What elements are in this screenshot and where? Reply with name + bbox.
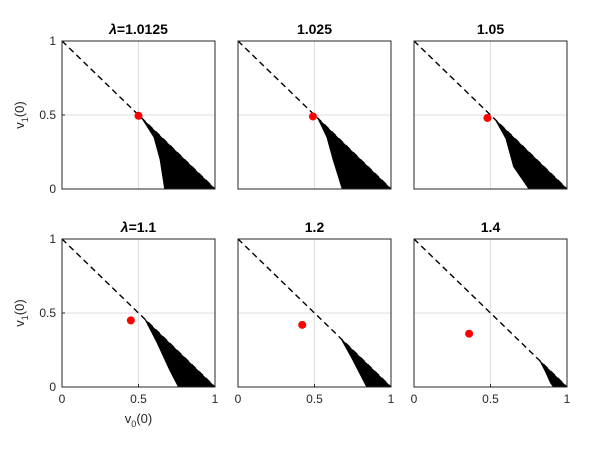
x-tick-label: 1 bbox=[564, 392, 571, 406]
dashed-line bbox=[61, 40, 216, 190]
subplot-title: λ=1.1 bbox=[120, 219, 157, 235]
x-tick-label: 0 bbox=[59, 392, 66, 406]
y-tick-label: 1 bbox=[49, 34, 56, 48]
title-value: 1.2 bbox=[305, 219, 325, 235]
title-value: =1.1 bbox=[129, 219, 157, 235]
axes-box bbox=[413, 40, 568, 190]
dashed-line bbox=[237, 238, 392, 388]
y-tick-label: 1 bbox=[49, 232, 56, 246]
x-tick-label: 0 bbox=[235, 392, 242, 406]
subplot-5: 0 0.5 1 1.2 bbox=[235, 219, 395, 406]
y-axis-label: v1(0) bbox=[12, 101, 30, 128]
red-point bbox=[308, 112, 317, 121]
y-tick-label: 0 bbox=[49, 182, 56, 196]
dashed-line bbox=[237, 40, 392, 190]
title-lambda: λ bbox=[108, 21, 117, 37]
dashed-line bbox=[61, 238, 216, 388]
x-tick-label: 0.5 bbox=[306, 392, 323, 406]
x-tick-label: 1 bbox=[388, 392, 395, 406]
title-value: 1.025 bbox=[297, 21, 332, 37]
y-tick-label: 0.5 bbox=[39, 108, 56, 122]
red-point bbox=[298, 320, 307, 329]
dashed-line bbox=[413, 40, 568, 190]
subplot-title: 1.05 bbox=[477, 21, 504, 37]
subplot-title: 1.4 bbox=[481, 219, 501, 235]
x-axis-label: v0(0) bbox=[125, 411, 152, 429]
y-tick-label: 0 bbox=[49, 380, 56, 394]
title-value: 1.05 bbox=[477, 21, 504, 37]
red-point bbox=[126, 316, 135, 325]
x-tick-label: 1 bbox=[212, 392, 219, 406]
title-lambda: λ bbox=[120, 219, 129, 235]
x-tick-label: 0.5 bbox=[482, 392, 499, 406]
subplot-title: 1.2 bbox=[305, 219, 325, 235]
red-point bbox=[134, 111, 143, 120]
subplot-title: 1.025 bbox=[297, 21, 332, 37]
subplot-3: 1.05 bbox=[413, 21, 568, 190]
x-tick-label: 0 bbox=[411, 392, 418, 406]
axes-box bbox=[237, 40, 392, 190]
subplot-1: 0 0.5 1 λ=1.0125 v1(0) bbox=[12, 21, 216, 196]
subplot-6: 0 0.5 1 1.4 bbox=[411, 219, 571, 406]
title-value: =1.0125 bbox=[117, 21, 168, 37]
red-point bbox=[483, 113, 492, 122]
dashed-line bbox=[413, 238, 568, 388]
x-tick-label: 0.5 bbox=[130, 392, 147, 406]
y-axis-label: v1(0) bbox=[12, 299, 30, 326]
title-value: 1.4 bbox=[481, 219, 501, 235]
subplot-title: λ=1.0125 bbox=[108, 21, 168, 37]
y-tick-label: 0.5 bbox=[39, 306, 56, 320]
subplot-2: 1.025 bbox=[237, 21, 392, 190]
subplot-4: 0 0.5 1 0 0.5 1 λ=1.1 v1(0) v0(0) bbox=[12, 219, 219, 429]
red-point bbox=[465, 329, 474, 338]
